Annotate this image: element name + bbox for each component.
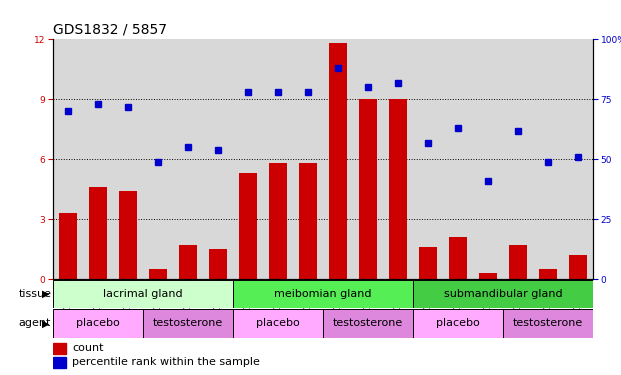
Text: placebo: placebo	[436, 318, 480, 328]
Text: testosterone: testosterone	[333, 318, 403, 328]
Bar	[323, 309, 413, 338]
Text: tissue: tissue	[19, 289, 52, 299]
Bar	[413, 280, 593, 308]
Bar	[509, 245, 527, 279]
Text: testosterone: testosterone	[513, 318, 583, 328]
Bar	[53, 309, 143, 338]
Text: testosterone: testosterone	[153, 318, 223, 328]
Text: percentile rank within the sample: percentile rank within the sample	[72, 357, 260, 368]
Bar	[209, 249, 227, 279]
Bar	[449, 237, 467, 279]
Bar	[389, 99, 407, 279]
Bar	[233, 280, 413, 308]
Bar	[239, 173, 257, 279]
Bar	[329, 44, 347, 279]
Bar	[179, 245, 197, 279]
Bar	[413, 309, 503, 338]
Bar	[569, 255, 587, 279]
Bar	[149, 269, 167, 279]
Bar	[119, 191, 137, 279]
Bar	[269, 164, 287, 279]
Bar	[53, 343, 66, 354]
Bar	[419, 248, 437, 279]
Text: count: count	[72, 343, 104, 353]
Text: submandibular gland: submandibular gland	[443, 289, 563, 299]
Text: placebo: placebo	[76, 318, 120, 328]
Bar	[299, 164, 317, 279]
Bar	[359, 99, 377, 279]
Bar	[539, 269, 557, 279]
Text: meibomian gland: meibomian gland	[274, 289, 372, 299]
Bar	[53, 280, 233, 308]
Bar	[59, 213, 77, 279]
Text: lacrimal gland: lacrimal gland	[103, 289, 183, 299]
Text: GDS1832 / 5857: GDS1832 / 5857	[53, 23, 167, 37]
Bar	[143, 309, 233, 338]
Bar	[503, 309, 593, 338]
Text: agent: agent	[19, 318, 51, 328]
Text: ▶: ▶	[42, 318, 50, 328]
Bar	[233, 309, 323, 338]
Text: ▶: ▶	[42, 289, 50, 299]
Text: placebo: placebo	[256, 318, 300, 328]
Bar	[53, 357, 66, 368]
Bar	[89, 188, 107, 279]
Bar	[479, 273, 497, 279]
